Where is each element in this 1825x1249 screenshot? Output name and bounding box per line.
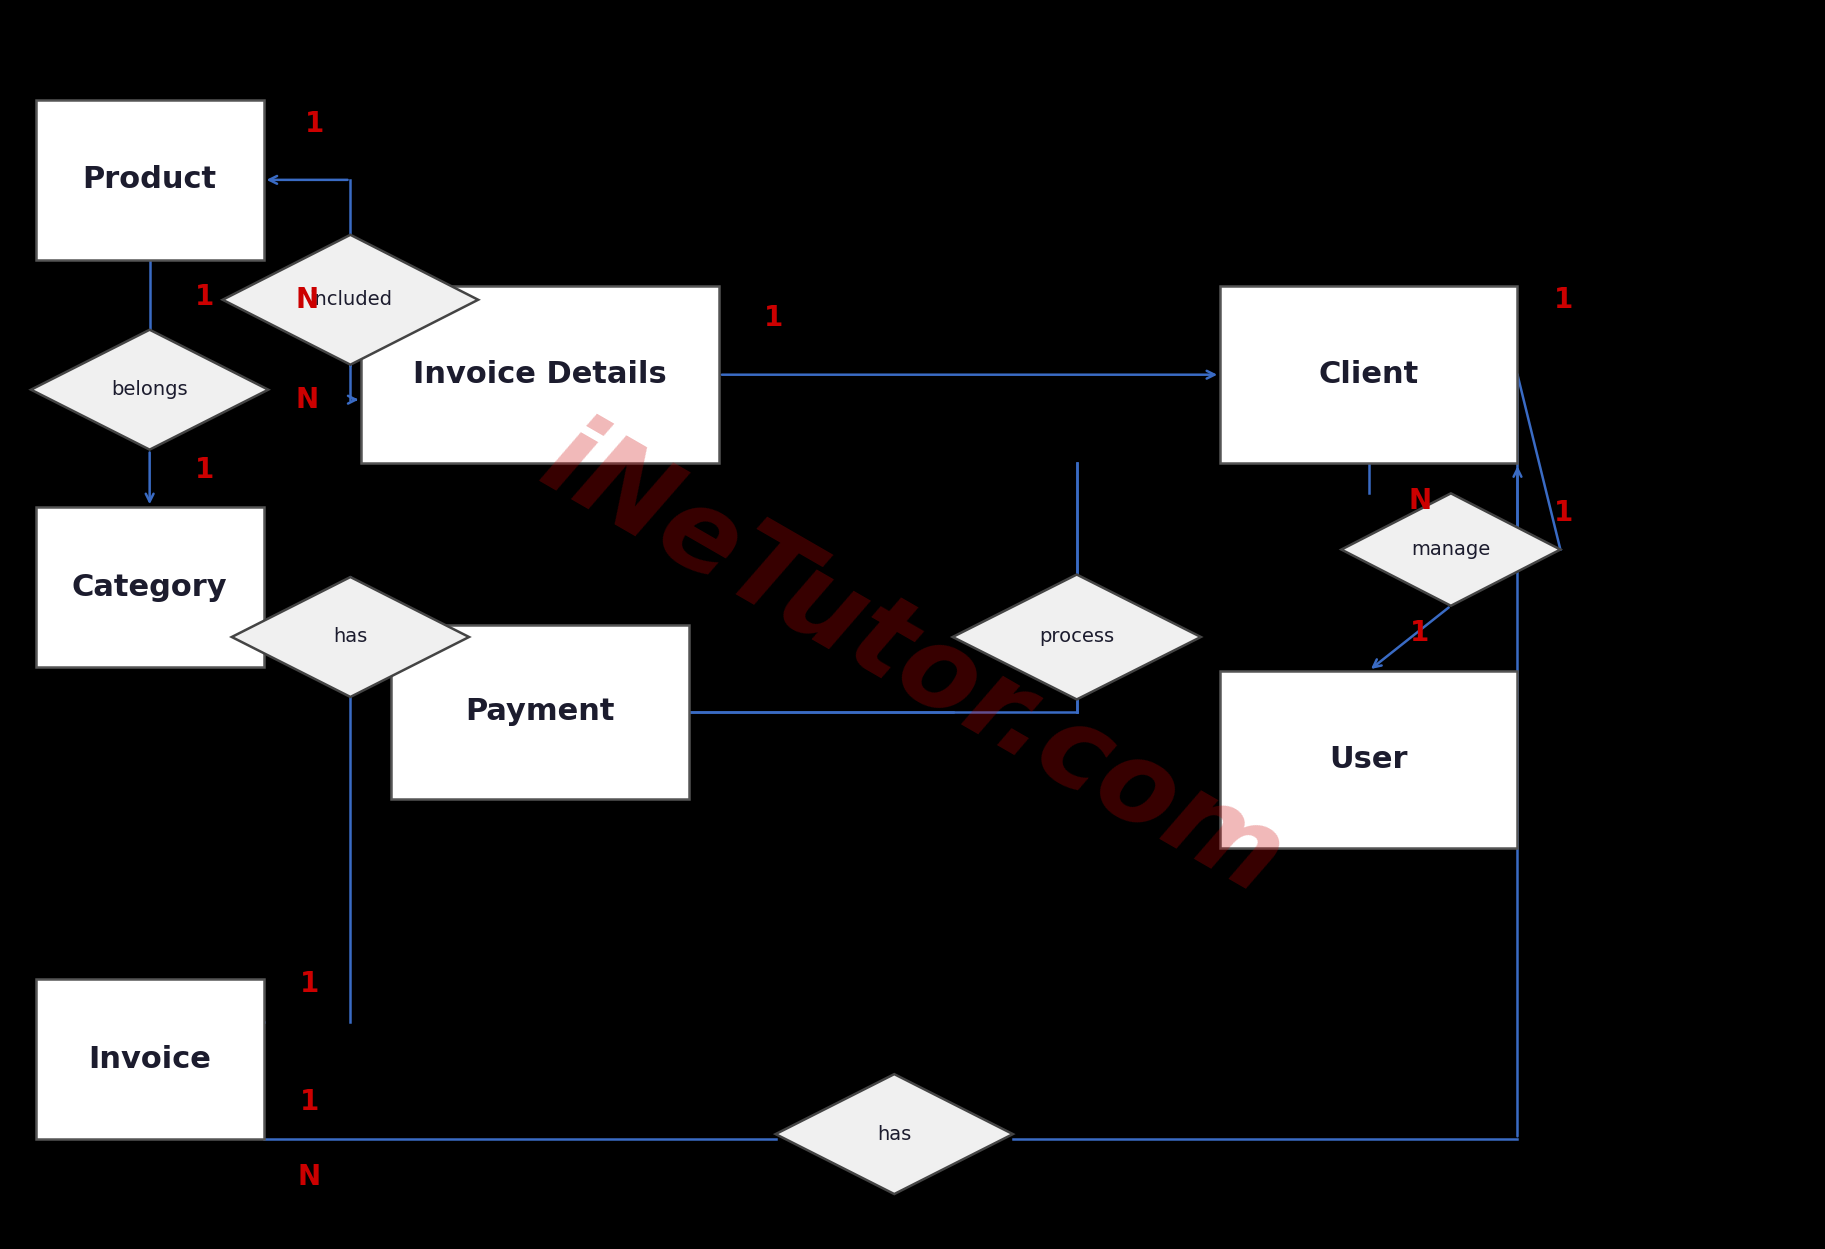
Text: N: N: [1409, 487, 1431, 515]
Text: belongs: belongs: [111, 380, 188, 400]
Text: N: N: [296, 386, 318, 413]
FancyBboxPatch shape: [1219, 671, 1517, 848]
Text: User: User: [1329, 744, 1409, 774]
Text: 1: 1: [299, 970, 319, 998]
Text: has: has: [334, 627, 367, 647]
Text: N: N: [297, 1163, 321, 1190]
Text: 1: 1: [195, 284, 214, 311]
Text: Invoice: Invoice: [88, 1044, 212, 1074]
Text: Payment: Payment: [465, 697, 615, 727]
Text: Client: Client: [1319, 360, 1418, 390]
Text: 1: 1: [305, 110, 325, 137]
Text: 1: 1: [299, 1088, 319, 1115]
FancyBboxPatch shape: [1219, 286, 1517, 463]
Text: 1: 1: [1411, 620, 1429, 647]
FancyBboxPatch shape: [391, 624, 688, 799]
Text: Category: Category: [71, 572, 228, 602]
Polygon shape: [776, 1074, 1013, 1194]
Text: N: N: [296, 286, 318, 313]
Text: process: process: [1038, 627, 1115, 647]
Polygon shape: [31, 330, 268, 450]
Polygon shape: [232, 577, 469, 697]
Text: included: included: [308, 290, 392, 310]
Text: iNeTutor.com: iNeTutor.com: [522, 405, 1303, 919]
FancyBboxPatch shape: [36, 979, 265, 1139]
Polygon shape: [223, 235, 478, 365]
Text: 1: 1: [195, 456, 214, 483]
Text: Product: Product: [82, 165, 217, 195]
Text: 1: 1: [1553, 500, 1573, 527]
Text: 1: 1: [765, 305, 783, 332]
Polygon shape: [953, 575, 1201, 699]
FancyBboxPatch shape: [361, 286, 719, 463]
Text: 1: 1: [1553, 286, 1573, 313]
FancyBboxPatch shape: [36, 507, 265, 667]
Text: manage: manage: [1411, 540, 1491, 560]
FancyBboxPatch shape: [36, 100, 265, 260]
Text: has: has: [878, 1124, 911, 1144]
Polygon shape: [1341, 493, 1560, 606]
Text: Invoice Details: Invoice Details: [412, 360, 668, 390]
